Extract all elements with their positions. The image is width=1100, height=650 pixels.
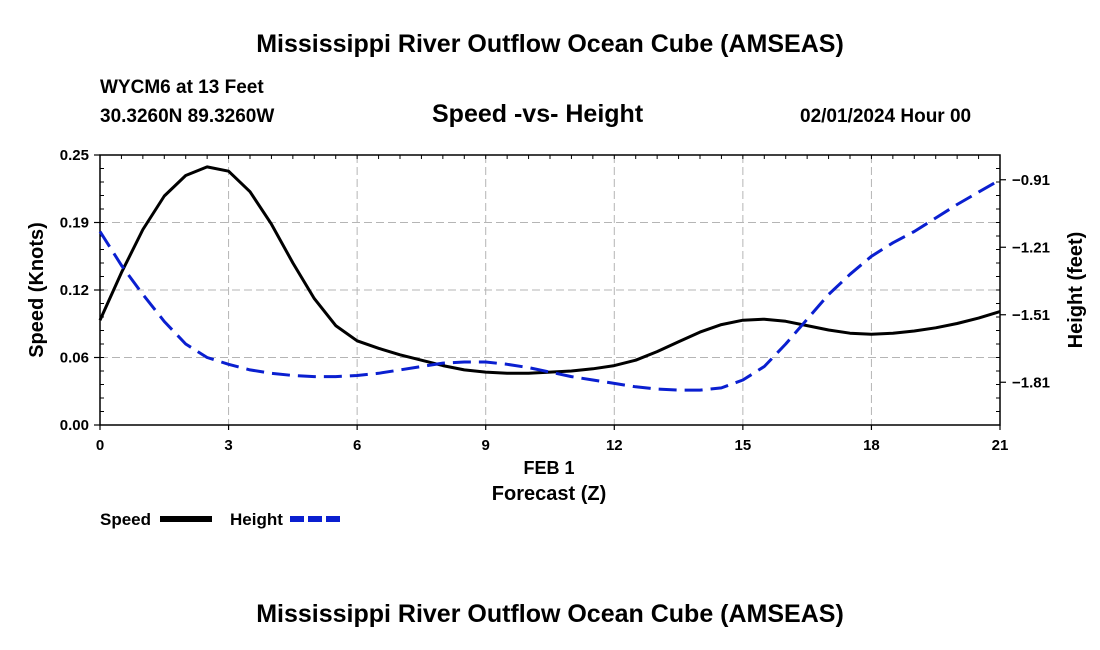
y-left-tick-label: 0.19 (60, 215, 89, 232)
series-line-speed (98, 165, 1001, 375)
x-tick-label: 6 (353, 437, 361, 454)
y-right-tick-label: −1.51 (1012, 307, 1050, 324)
x-axis-title: Forecast (Z) (492, 483, 606, 505)
axes: 0 3 6 9 12 15 18 21 0.00 0.06 0.12 0.19 0.25 −1.81 −1.… (60, 147, 1050, 454)
y-left-tick-label: 0.06 (60, 350, 89, 367)
legend-label-height: Height (230, 510, 283, 529)
y-right-tick-label: −1.81 (1012, 374, 1050, 391)
chart-title: Speed -vs- Height (432, 100, 644, 128)
x-tick-label: 15 (735, 437, 752, 454)
x-tick-label: 18 (863, 437, 880, 454)
y-left-tick-label: 0.00 (60, 417, 89, 434)
y-right-tick-label: −0.91 (1012, 172, 1050, 189)
x-tick-label: 0 (96, 437, 104, 454)
x-tick-label: 12 (606, 437, 623, 454)
legend-label-speed: Speed (100, 510, 151, 529)
series-line-height (98, 178, 1001, 392)
x-axis-date-label: FEB 1 (523, 458, 574, 478)
x-tick-label: 9 (482, 437, 490, 454)
footer-title: Mississippi River Outflow Ocean Cube (AM… (256, 600, 844, 628)
y-right-tick-label: −1.21 (1012, 239, 1050, 256)
y-axis-right-title: Height (feet) (1065, 232, 1087, 349)
x-tick-label: 3 (224, 437, 232, 454)
series (98, 165, 1001, 392)
grid (100, 155, 1000, 425)
station-label: WYCM6 at 13 Feet (100, 77, 264, 98)
page-title: Mississippi River Outflow Ocean Cube (AM… (256, 30, 844, 58)
y-axis-left-title: Speed (Knots) (26, 222, 48, 358)
legend: Speed Height (100, 510, 342, 529)
y-left-tick-label: 0.12 (60, 282, 89, 299)
coordinates-label: 30.3260N 89.3260W (100, 106, 275, 127)
y-left-tick-label: 0.25 (60, 147, 89, 164)
datetime-label: 02/01/2024 Hour 00 (800, 106, 972, 127)
x-tick-label: 21 (992, 437, 1009, 454)
